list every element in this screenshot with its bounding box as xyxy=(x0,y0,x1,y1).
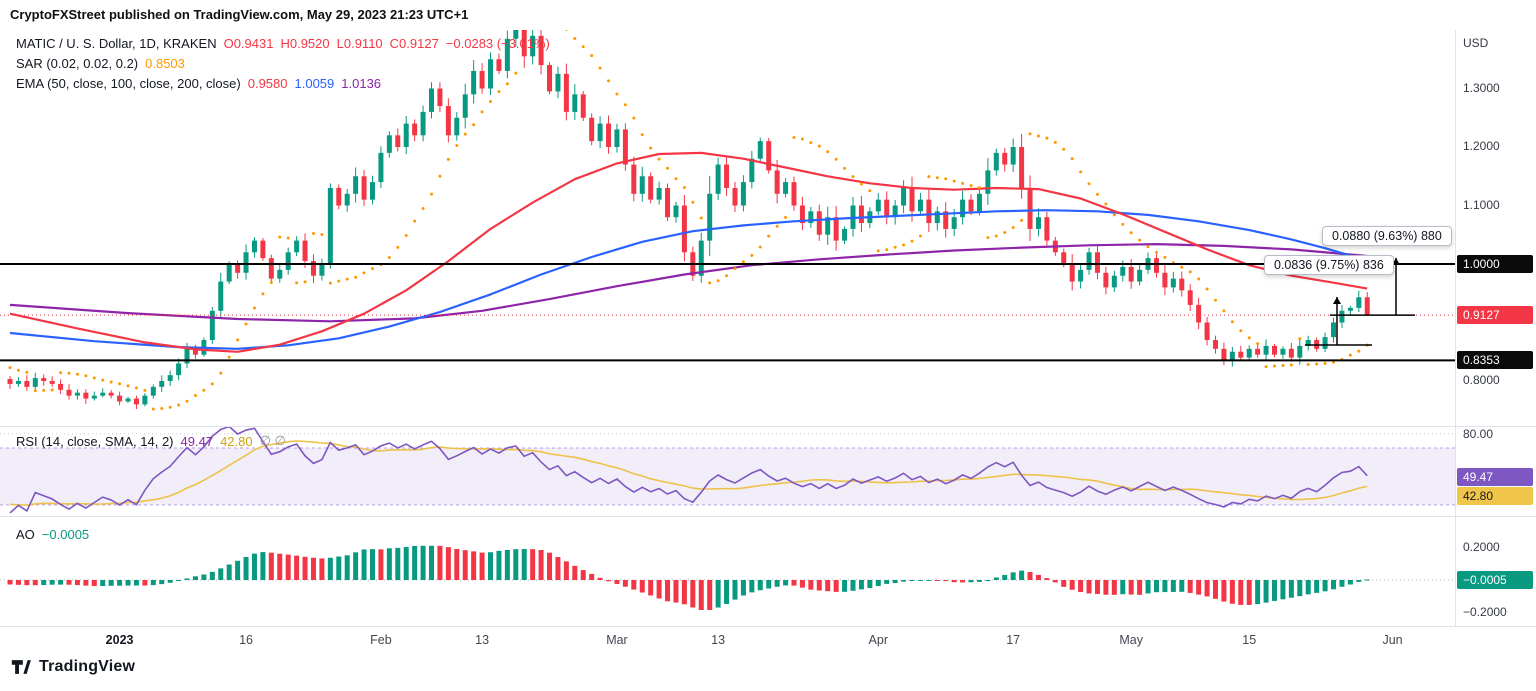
rsi-extra-values: ∅ ∅ xyxy=(259,433,286,448)
ao-legend-row[interactable]: AO −0.0005 xyxy=(16,524,89,544)
ema100-value: 1.0059 xyxy=(294,75,335,91)
sar-value: 0.8503 xyxy=(145,55,185,71)
rsi-sma-value: 42.80 xyxy=(220,433,253,449)
measure-label-lower: 0.0836 (9.75%) 836 xyxy=(1264,255,1394,275)
price-tick: 1.2000 xyxy=(1463,139,1500,153)
ohlc-low: L0.9110 xyxy=(336,35,383,51)
time-label: 13 xyxy=(711,633,726,647)
ohlc-open: O0.9431 xyxy=(223,35,274,51)
attribution-header: CryptoFXStreet published on TradingView.… xyxy=(10,7,469,22)
time-label: 13 xyxy=(475,633,490,647)
ao-tick: 0.2000 xyxy=(1463,539,1500,554)
time-label: 15 xyxy=(1242,633,1257,647)
rsi-legend-row[interactable]: RSI (14, close, SMA, 14, 2) 49.47 42.80 … xyxy=(16,431,286,451)
price-tick: 1.1000 xyxy=(1463,197,1500,212)
ao-badge: −0.0005 xyxy=(1457,571,1533,590)
price-tick: 0.8000 xyxy=(1463,373,1500,387)
time-label: Feb xyxy=(370,633,392,647)
rsi-legend[interactable]: RSI (14, close, SMA, 14, 2) 49.47 42.80 … xyxy=(16,431,286,451)
price-badge: 0.9127 xyxy=(1457,306,1533,325)
time-label: 2023 xyxy=(105,633,134,647)
sar-legend-row[interactable]: SAR (0.02, 0.02, 0.2) 0.8503 xyxy=(16,53,550,73)
ao-tick: −0.2000 xyxy=(1463,604,1507,619)
ao-value: −0.0005 xyxy=(41,526,90,542)
ema-label: EMA (50, close, 100, close, 200, close) xyxy=(16,75,241,91)
rsi-label: RSI (14, close, SMA, 14, 2) xyxy=(16,433,174,449)
symbol-legend-row[interactable]: MATIC / U. S. Dollar, 1D, KRAKEN O0.9431… xyxy=(16,33,550,53)
ohlc-change: −0.0283 (−3.01%) xyxy=(445,35,550,51)
price-axis[interactable]: USD 1.3000 1.2000 1.1000 0.8000 1.0000 0.9127 0… xyxy=(1456,0,1536,691)
ao-legend[interactable]: AO −0.0005 xyxy=(16,524,89,544)
time-label: Jun xyxy=(1382,633,1403,647)
time-label: Mar xyxy=(606,633,628,647)
ohlc-close: C0.9127 xyxy=(389,35,439,51)
price-tick: 1.3000 xyxy=(1463,80,1500,95)
rsi-value: 49.47 xyxy=(180,433,214,449)
tradingview-logo-icon xyxy=(11,660,31,674)
rsi-badge: 42.80 xyxy=(1457,487,1533,506)
time-label: 17 xyxy=(1006,633,1021,647)
tradingview-wordmark: TradingView xyxy=(39,658,136,675)
price-badge: 0.8353 xyxy=(1457,351,1533,370)
time-label: May xyxy=(1119,633,1143,647)
main-legend[interactable]: MATIC / U. S. Dollar, 1D, KRAKEN O0.9431… xyxy=(16,33,550,93)
rsi-tick: 80.00 xyxy=(1463,426,1494,441)
time-label: Apr xyxy=(868,633,888,647)
ohlc-high: H0.9520 xyxy=(280,35,330,51)
axis-currency-label: USD xyxy=(1463,36,1489,50)
sar-label: SAR (0.02, 0.02, 0.2) xyxy=(16,55,139,71)
measure-label-upper: 0.0880 (9.63%) 880 xyxy=(1322,226,1452,246)
ema200-value: 1.0136 xyxy=(341,75,382,91)
time-label: 16 xyxy=(239,633,253,647)
ema50-value: 0.9580 xyxy=(247,75,288,91)
price-badge: 1.0000 xyxy=(1457,255,1533,273)
time-axis[interactable]: 2023 16 Feb 13 Mar 13 Apr 17 May 15 Jun xyxy=(0,628,1536,652)
ao-label: AO xyxy=(16,526,35,542)
symbol-title: MATIC / U. S. Dollar, 1D, KRAKEN xyxy=(16,35,217,51)
ema-legend-row[interactable]: EMA (50, close, 100, close, 200, close) … xyxy=(16,73,550,93)
footer-brand[interactable]: TradingView xyxy=(10,656,135,678)
rsi-badge: 49.47 xyxy=(1457,468,1533,487)
